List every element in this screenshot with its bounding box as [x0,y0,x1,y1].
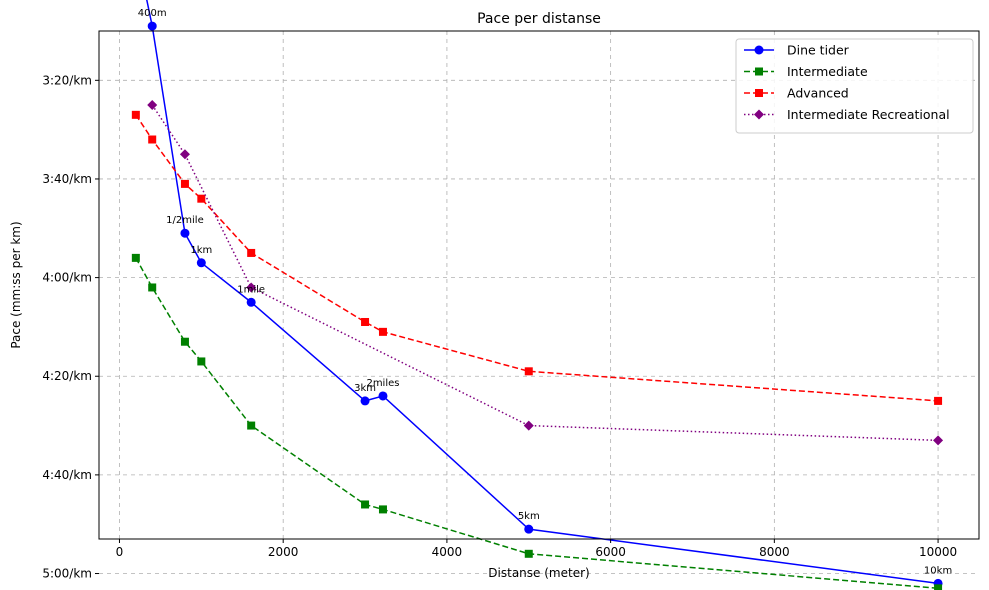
data-point [197,194,206,203]
data-point [147,21,157,31]
series-advanced [131,110,943,405]
series-dine-tider [146,0,943,588]
legend-marker [755,89,763,97]
data-point [378,505,387,514]
data-point [197,357,206,366]
data-point [196,258,206,268]
data-point [524,549,533,558]
x-tick-label: 2000 [268,545,299,559]
data-point [933,435,944,446]
data-point [148,283,157,292]
legend-label: Intermediate [787,64,868,79]
data-point [131,110,140,119]
data-point [523,420,534,431]
x-tick-label: 8000 [759,545,790,559]
legend-entry: Advanced [744,86,849,101]
data-point [148,135,157,144]
x-tick-label: 4000 [432,545,463,559]
data-point [934,584,943,590]
x-tick-label: 6000 [595,545,626,559]
legend-entry: Intermediate Recreational [744,107,950,122]
point-label: 5km [518,511,540,522]
legend-entry: Intermediate [744,64,868,79]
y-tick-label: 3:40/km [42,172,92,186]
data-point [246,297,256,307]
legend-marker [754,45,764,55]
point-label: 400m [138,8,167,19]
data-point [378,327,387,336]
data-point [246,282,257,293]
series-intermediate-recreational [147,99,944,446]
data-point [180,337,189,346]
data-point [180,228,190,238]
y-tick-label: 4:40/km [42,468,92,482]
legend-label: Advanced [787,86,849,101]
legend: Dine tider Intermediate Advanced Intermedia… [735,38,974,134]
data-point [247,421,256,430]
point-label: 1km [190,245,212,256]
chart-title: Pace per distanse [477,11,601,27]
y-tick-label: 4:20/km [42,369,92,383]
data-point [361,317,370,326]
x-axis-title: Distanse (meter) [488,566,589,580]
data-point [524,367,533,376]
point-label: 1/2mile [166,215,204,226]
y-tick-label: 3:20/km [42,73,92,87]
legend-marker [755,67,763,76]
legend-entry: Dine tider [744,43,850,58]
data-point [524,524,534,534]
point-label: 10km [924,565,952,576]
x-tick-label: 0 [116,545,124,559]
data-point [378,391,388,401]
x-tick-label: 10000 [919,545,957,559]
y-axis-title: Pace (mm:ss per km) [9,221,23,348]
legend-box [735,38,974,134]
legend-marker [754,109,764,120]
y-axis-ticks: 3:00/km3:20/km3:40/km4:00/km4:20/km4:40/… [42,73,99,581]
data-point [131,253,140,262]
point-label: 1mile [237,284,265,295]
point-label: 3km [354,383,376,394]
data-point [247,248,256,257]
y-tick-label: 5:00/km [42,567,92,581]
x-axis-ticks: 0 2000 4000 6000 8000 10000 [116,539,957,559]
y-tick-label: 4:00/km [42,271,92,285]
data-point [934,396,943,405]
point-label: 2miles [366,378,399,389]
data-point [361,500,370,509]
data-point [147,99,158,110]
legend-label: Dine tider [787,43,850,58]
data-point [360,396,370,406]
data-point [180,179,189,188]
data-point [179,149,190,160]
legend-label: Intermediate Recreational [787,107,950,122]
plot-frame [98,30,980,540]
